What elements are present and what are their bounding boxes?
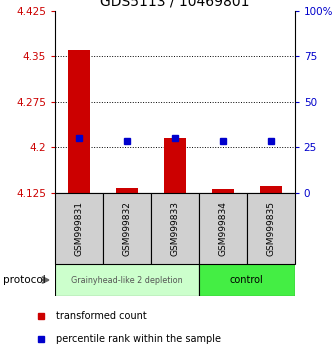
Bar <box>116 188 138 193</box>
Text: control: control <box>230 275 264 285</box>
Bar <box>103 193 151 264</box>
Text: Grainyhead-like 2 depletion: Grainyhead-like 2 depletion <box>71 275 183 285</box>
Bar <box>212 189 233 193</box>
Text: transformed count: transformed count <box>56 311 147 321</box>
Bar <box>199 264 295 296</box>
Title: GDS5113 / 10469801: GDS5113 / 10469801 <box>100 0 249 8</box>
Bar <box>164 138 185 193</box>
Bar <box>68 50 90 193</box>
Text: GSM999831: GSM999831 <box>74 201 84 256</box>
Bar <box>260 185 281 193</box>
Text: percentile rank within the sample: percentile rank within the sample <box>56 334 220 344</box>
Bar <box>55 193 103 264</box>
Bar <box>199 193 247 264</box>
Text: protocol: protocol <box>3 275 46 285</box>
Bar <box>151 193 199 264</box>
Bar <box>247 193 295 264</box>
Text: GSM999835: GSM999835 <box>266 201 275 256</box>
Text: GSM999834: GSM999834 <box>218 201 227 256</box>
Text: GSM999833: GSM999833 <box>170 201 179 256</box>
Text: GSM999832: GSM999832 <box>122 201 132 256</box>
Bar <box>55 264 199 296</box>
